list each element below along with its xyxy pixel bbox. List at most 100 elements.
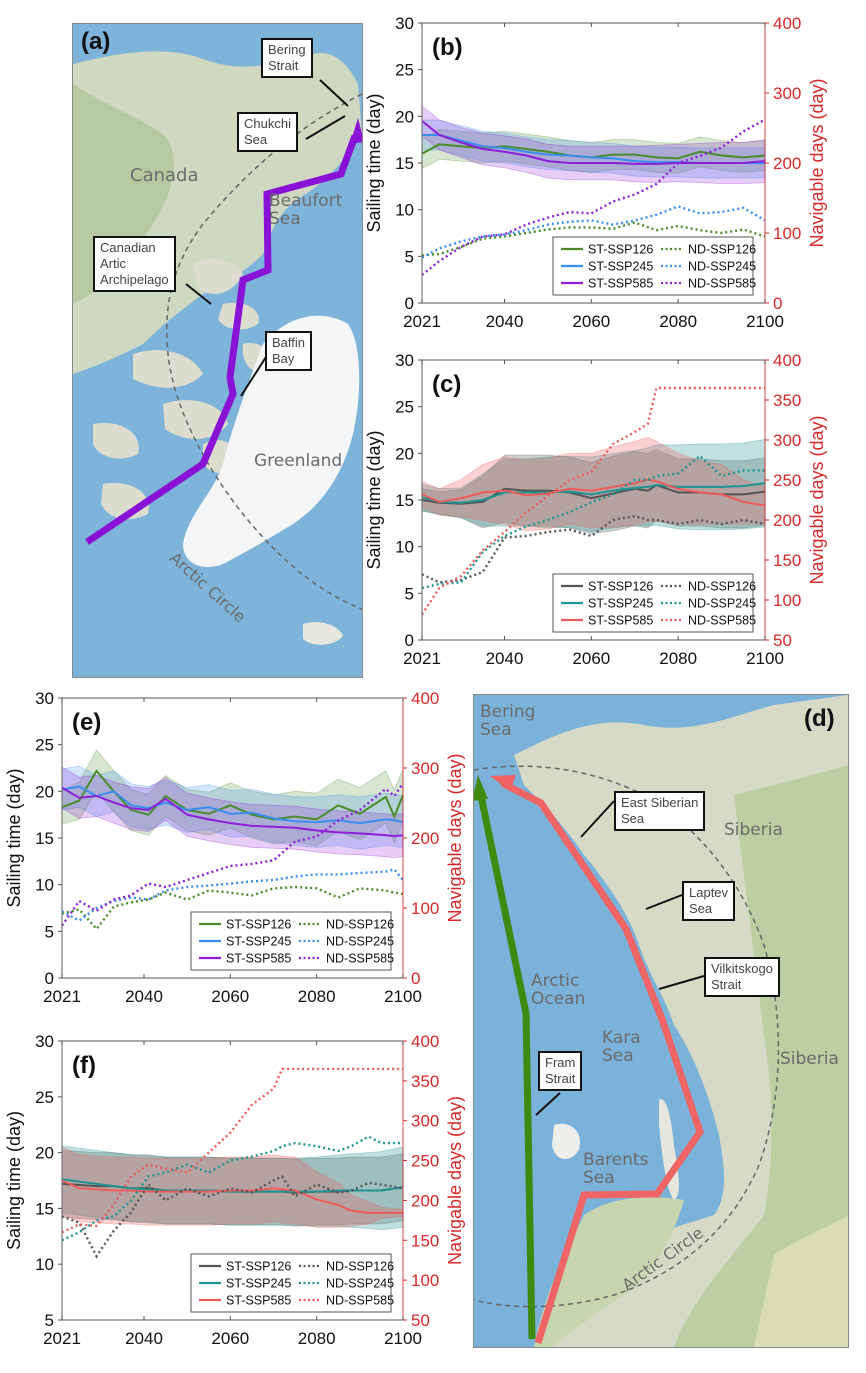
- y2-tick-label: 400: [773, 14, 801, 33]
- y2-tick-label: 300: [411, 1112, 439, 1131]
- y2-tick-label: 50: [773, 631, 792, 650]
- arctic-circle-line: [166, 93, 362, 610]
- x-tick-label: 2100: [746, 312, 784, 331]
- y2-axis-label: Navigable days (day): [445, 753, 465, 922]
- map-panel-d: (d) Bering Sea Siberia Siberia Arctic Oc…: [473, 694, 849, 1348]
- y-tick-label: 0: [405, 294, 414, 313]
- legend-label-nd-ssp245: ND-SSP245: [326, 1277, 394, 1291]
- legend-label-st-ssp126: ST-SSP126: [588, 243, 653, 257]
- y-tick-label: 15: [395, 154, 414, 173]
- y2-tick-label: 200: [411, 829, 439, 848]
- y-tick-label: 20: [35, 782, 54, 801]
- y-tick-label: 10: [35, 1255, 54, 1274]
- callout-chukchi-sea: Chukchi Sea: [237, 112, 298, 152]
- land-siberia-green: [674, 765, 848, 1347]
- y2-tick-label: 200: [773, 154, 801, 173]
- x-tick-label: 2060: [572, 312, 610, 331]
- y-tick-label: 15: [395, 491, 414, 510]
- y2-tick-label: 100: [411, 899, 439, 918]
- y-tick-label: 30: [395, 351, 414, 370]
- panel-label: (e): [72, 709, 101, 736]
- y2-tick-label: 0: [773, 294, 782, 313]
- map-label-arctic-ocean: Arctic Ocean: [531, 971, 586, 1009]
- arctic-circle-line: [474, 765, 780, 1308]
- y2-tick-label: 0: [411, 969, 420, 988]
- y-axis-label: Sailing time (day): [4, 1111, 24, 1250]
- x-tick-label: 2080: [659, 312, 697, 331]
- legend-label-nd-ssp126: ND-SSP126: [688, 243, 756, 257]
- y-tick-label: 15: [35, 1199, 54, 1218]
- map-panel-a: (a) Canada Beaufort Sea Greenland Arctic…: [72, 23, 363, 678]
- y2-tick-label: 50: [411, 1311, 430, 1330]
- legend-label-st-ssp245: ST-SSP245: [226, 935, 291, 949]
- panel-label: (f): [72, 1052, 96, 1079]
- callout-fram-strait: Fram Strait: [538, 1051, 583, 1091]
- x-tick-label: 2100: [384, 1329, 422, 1348]
- series-line-nd-ssp126: [421, 514, 766, 584]
- y2-tick-label: 100: [773, 591, 801, 610]
- y-tick-label: 0: [45, 969, 54, 988]
- map-label-canada: Canada: [130, 165, 199, 186]
- legend-label-st-ssp245: ST-SSP245: [226, 1277, 291, 1291]
- y-tick-label: 10: [395, 201, 414, 220]
- y-tick-label: 5: [405, 247, 414, 266]
- route-arrowhead-icon: [490, 775, 516, 791]
- y2-tick-label: 350: [773, 391, 801, 410]
- x-tick-label: 2040: [125, 1329, 163, 1348]
- callout-arrow: [580, 800, 615, 838]
- x-tick-label: 2040: [125, 987, 163, 1006]
- legend-label-nd-ssp245: ND-SSP245: [688, 260, 756, 274]
- y2-tick-label: 300: [773, 84, 801, 103]
- y2-tick-label: 100: [411, 1271, 439, 1290]
- y-tick-label: 5: [45, 922, 54, 941]
- callout-arrow: [645, 894, 683, 910]
- land-archipelago: [93, 258, 270, 520]
- y-tick-label: 15: [35, 829, 54, 848]
- map-label-bering-sea: Bering Sea: [480, 702, 536, 740]
- northern-sea-route: [500, 779, 704, 1345]
- legend-label-st-ssp585: ST-SSP585: [226, 952, 291, 966]
- legend-label-nd-ssp585: ND-SSP585: [326, 952, 394, 966]
- legend-label-nd-ssp585: ND-SSP585: [688, 614, 756, 628]
- y-tick-label: 20: [35, 1144, 54, 1163]
- y2-tick-label: 200: [773, 511, 801, 530]
- series-line-st-ssp585: [421, 120, 766, 165]
- series-line-st-ssp585: [61, 786, 404, 838]
- legend-box: [552, 573, 754, 633]
- y2-tick-label: 200: [411, 1191, 439, 1210]
- x-tick-label: 2021: [43, 987, 81, 1006]
- y2-tick-label: 250: [411, 1152, 439, 1171]
- legend-label-st-ssp126: ST-SSP126: [226, 918, 291, 932]
- x-tick-label: 2060: [211, 1329, 249, 1348]
- legend-label-nd-ssp126: ND-SSP126: [688, 580, 756, 594]
- x-tick-label: 2060: [211, 987, 249, 1006]
- legend-label-st-ssp126: ST-SSP126: [226, 1260, 291, 1274]
- callout-arrow: [535, 1092, 561, 1116]
- legend-box: [190, 1253, 392, 1313]
- route-arrowhead-icon: [350, 118, 362, 144]
- y-axis-label: Sailing time (day): [4, 768, 24, 907]
- callout-arrow: [319, 79, 349, 107]
- y-tick-label: 30: [35, 689, 54, 708]
- x-tick-label: 2080: [298, 1329, 336, 1348]
- legend-label-st-ssp585: ST-SSP585: [588, 277, 653, 291]
- land-greenland: [183, 315, 360, 568]
- x-tick-label: 2021: [403, 649, 441, 668]
- y-axis-label: Sailing time (day): [364, 93, 384, 232]
- y2-tick-label: 100: [773, 224, 801, 243]
- legend-label-st-ssp585: ST-SSP585: [588, 614, 653, 628]
- map-d-graphic: [474, 695, 848, 1347]
- callout-arrow: [305, 115, 346, 140]
- y-axis-label: Sailing time (day): [364, 430, 384, 569]
- y2-tick-label: 150: [411, 1231, 439, 1250]
- panel-label-d: (d): [804, 705, 835, 732]
- callout-east-siberian-sea: East Siberian Sea: [614, 791, 706, 831]
- callout-arrow: [658, 975, 705, 990]
- y2-axis-label: Navigable days (day): [807, 78, 827, 247]
- series-line-nd-ssp126: [61, 1174, 404, 1259]
- y-tick-label: 0: [405, 631, 414, 650]
- y-tick-label: 5: [45, 1311, 54, 1330]
- y-tick-label: 25: [395, 398, 414, 417]
- callout-laptev-sea: Laptev Sea: [682, 881, 736, 921]
